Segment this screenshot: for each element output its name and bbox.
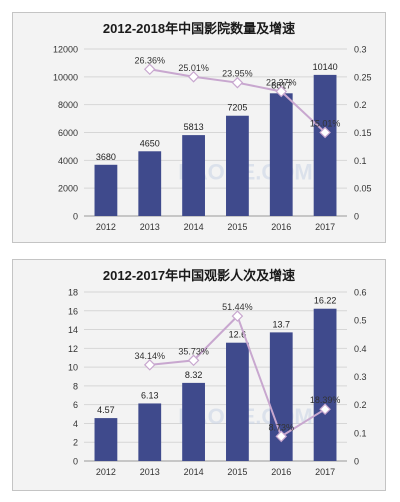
growth-rate-label: 26.36%: [134, 55, 165, 65]
y-tick-label-left: 2000: [58, 184, 78, 194]
growth-rate-point: [143, 359, 156, 371]
y-tick-label-right: 0.3: [354, 45, 367, 55]
y-tick-label-right: 0.5: [354, 316, 367, 326]
growth-rate-point: [187, 354, 200, 367]
growth-rate-label: 34.14%: [134, 351, 165, 361]
y-tick-label-left: 16: [68, 306, 78, 316]
bar: [226, 342, 249, 461]
growth-rate-label: 51.44%: [222, 302, 253, 312]
y-tick-label-right: 0.15: [354, 128, 372, 138]
x-tick-label: 2014: [184, 222, 204, 232]
growth-rate-label: 25.01%: [178, 63, 209, 73]
chart-admissions-svg: 02468101214161800.10.20.30.40.50.6LAOKE.…: [68, 288, 367, 478]
chart-panel-admissions: 2012-2017年中国观影人次及增速 0 2 4 6 8 10 12 14 16 18 0 0.1 0…: [12, 259, 386, 491]
growth-rate-label: 18.39%: [310, 395, 341, 405]
y-tick-label-left: 12: [68, 344, 78, 354]
growth-rate-point: [319, 126, 331, 139]
y-tick-label-left: 8000: [58, 100, 78, 110]
growth-rate-label: 8.73%: [268, 422, 294, 432]
bar: [182, 135, 205, 216]
bar: [313, 74, 337, 216]
bar: [182, 382, 205, 461]
bar-value-label: 7205: [227, 103, 247, 113]
chart-title: 2012-2018年中国影院数量及增速: [102, 21, 296, 36]
y-tick-label-right: 0.3: [354, 372, 367, 382]
growth-rate-point: [187, 70, 200, 83]
x-tick-label: 2012: [96, 222, 116, 232]
bar: [94, 164, 118, 216]
y-tick-label-right: 0: [354, 457, 359, 467]
y-tick-label-left: 10: [68, 363, 78, 373]
bar: [138, 151, 162, 216]
chart-title: 2012-2017年中国观影人次及增速: [102, 268, 296, 283]
y-tick-label-right: 0.2: [354, 100, 367, 110]
y-tick-label-right: 0.2: [354, 400, 367, 410]
bar: [269, 93, 293, 216]
y-tick-label-left: 8: [73, 381, 78, 391]
bar-value-label: 13.7: [272, 319, 290, 329]
x-tick-label: 2012: [96, 467, 116, 477]
x-tick-label: 2016: [271, 222, 291, 232]
y-tick-label-left: 12000: [53, 45, 78, 55]
bar-value-label: 12.6: [229, 330, 247, 340]
bar-value-label: 16.22: [314, 296, 337, 306]
x-tick-label: 2017: [315, 467, 335, 477]
growth-rate-label: 23.95%: [222, 69, 253, 79]
bar-value-label: 8.32: [185, 370, 203, 380]
y-tick-label-right: 0.05: [354, 184, 372, 194]
chart-cinemas-svg: 0 2000 4000 6000 8000 10000 12000 0 0.05 0.1 0.15 0…: [53, 45, 372, 233]
bar: [94, 418, 118, 461]
x-tick-label: 2013: [140, 467, 160, 477]
y-tick-label-left: 6000: [58, 128, 78, 138]
growth-rate-point: [231, 310, 244, 322]
x-tick-label: 2015: [227, 222, 247, 232]
x-tick-label: 2017: [315, 222, 335, 232]
y-tick-label-right: 0.1: [354, 428, 367, 438]
bar-value-label: 5813: [184, 122, 204, 132]
bar: [313, 308, 337, 461]
growth-rate-point: [143, 63, 156, 76]
bar-value-label: 6.13: [141, 390, 159, 400]
y-tick-label-left: 0: [73, 212, 78, 222]
y-tick-label-left: 14: [68, 325, 78, 335]
growth-rate-point: [275, 85, 288, 98]
y-tick-label-left: 10000: [53, 72, 78, 82]
x-tick-label: 2013: [140, 222, 160, 232]
bar-value-label: 8817: [271, 80, 291, 90]
growth-rate-point: [231, 76, 244, 89]
y-tick-label-left: 4: [73, 419, 78, 429]
growth-rate-label: 35.73%: [178, 346, 209, 356]
y-tick-label-left: 2: [73, 438, 78, 448]
x-tick-label: 2014: [184, 467, 204, 477]
x-tick-label: 2016: [271, 467, 291, 477]
y-tick-label-left: 6: [73, 400, 78, 410]
chart-panel-cinemas: 2012-2018年中国影院数量及增速 0 2000 4000 6000 8000 100…: [12, 12, 386, 243]
y-tick-label-right: 0.4: [354, 344, 367, 354]
growth-rate-point: [275, 430, 288, 443]
y-tick-label-right: 0.1: [354, 156, 367, 166]
bar-value-label: 10140: [313, 62, 338, 72]
y-tick-label-right: 0.6: [354, 288, 367, 298]
bar: [269, 332, 293, 461]
growth-rate-label: 15.01%: [310, 118, 341, 128]
y-tick-label-right: 0.25: [354, 72, 372, 82]
growth-rate-point: [319, 403, 331, 415]
y-tick-label-left: 4000: [58, 156, 78, 166]
y-tick-label-left: 18: [68, 288, 78, 298]
growth-rate-label: 22.37%: [266, 77, 297, 87]
bar-value-label: 3680: [96, 152, 116, 162]
y-tick-label-right: 0: [354, 212, 359, 222]
bar: [138, 403, 162, 461]
bar-value-label: 4650: [140, 138, 160, 148]
y-tick-label-left: 0: [73, 457, 78, 467]
bar-value-label: 4.57: [97, 405, 115, 415]
x-tick-label: 2015: [227, 467, 247, 477]
bar: [226, 115, 249, 216]
